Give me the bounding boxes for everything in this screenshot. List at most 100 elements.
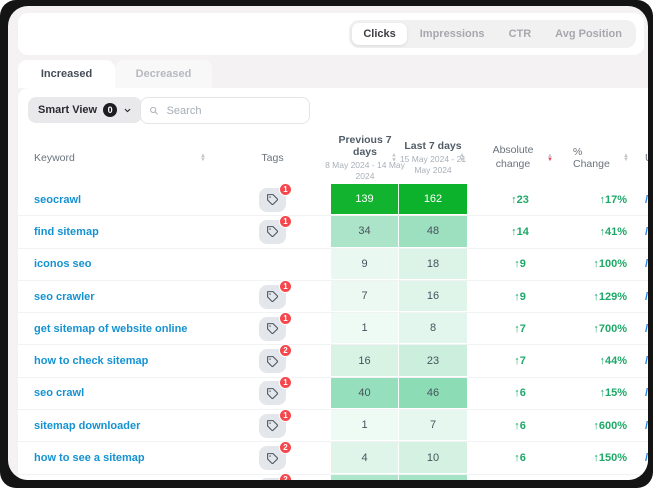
absolute-change-cell: ↑23 [467,184,573,215]
metric-tab-avg-position[interactable]: Avg Position [544,23,633,45]
smart-view-dropdown[interactable]: Smart View 0 [28,97,142,123]
tab-decreased[interactable]: Decreased [115,60,212,88]
url-cell [637,475,648,480]
tag-button[interactable]: 2 [259,446,286,470]
keyword-cell: seocrawl [18,184,214,215]
metric-tab-impressions[interactable]: Impressions [409,23,496,45]
url-link[interactable]: /en [645,355,648,367]
tag-button[interactable]: 2 [259,349,286,373]
keyword-link[interactable]: how to check sitemap [34,355,148,367]
sort-icon-last[interactable]: ▲▼ [459,154,465,163]
column-header-keyword[interactable]: Keyword ▲▼ [18,132,214,184]
tab-bar: IncreasedDecreased [18,60,212,88]
url-link[interactable]: /en [645,387,648,399]
dark-frame: ClicksImpressionsCTRAvg Position Increas… [0,0,653,488]
content-card: Smart View 0 Keyword ▲▼ Tags P [18,88,648,480]
tag-icon [266,387,279,400]
tag-button[interactable]: 1 [259,381,286,405]
keyword-link[interactable]: seo crawler [34,291,95,303]
keyword-link[interactable]: seocrawl [34,194,81,206]
url-link[interactable]: /en [645,323,648,335]
percent-change-cell: ↑44% [573,345,637,376]
tags-cell: 2 [214,442,331,473]
keyword-link[interactable]: find sitemap [34,226,99,238]
column-header-absolute-change[interactable]: Absolute change ▲▼ [467,132,573,184]
tag-icon [266,419,279,432]
url-cell: /en [637,410,648,441]
tag-icon [266,290,279,303]
tag-icon [266,225,279,238]
column-header-previous[interactable]: Previous 7 days 8 May 2024 - 14 May 2024… [331,132,399,184]
keyword-cell: sitemap downloader [18,410,214,441]
percent-change-cell: ↑41% [573,216,637,247]
tag-count-badge: 1 [279,312,292,325]
column-header-percent-change[interactable]: % Change ▲▼ [573,132,637,184]
percent-change-cell: ↑600% [573,410,637,441]
table-row: seo crawl14046↑6↑15%/en [18,378,648,410]
tag-button[interactable]: 2 [259,478,286,480]
tag-button[interactable]: 1 [259,414,286,438]
tags-cell: 2 [214,345,331,376]
search-icon [149,105,159,116]
tag-count-badge: 2 [279,344,292,357]
last-period-cell: 7 [399,410,467,441]
keyword-link[interactable]: seo crawl [34,387,84,399]
keyword-link[interactable]: get sitemap of website online [34,323,187,335]
absolute-change-cell: ↑14 [467,216,573,247]
url-header-label: URL [645,152,648,164]
column-header-last[interactable]: Last 7 days 15 May 2024 - 21 May 2024 ▲▼ [399,132,467,184]
table-row: seocrawl1139162↑23↑17%/ [18,184,648,216]
previous-period-cell: 9 [331,249,399,280]
percent-change-cell [573,475,637,480]
keyword-link[interactable]: sitemap downloader [34,420,140,432]
tag-icon [266,193,279,206]
metric-tab-clicks[interactable]: Clicks [352,23,406,45]
url-cell: / [637,281,648,312]
percent-change-cell: ↑100% [573,249,637,280]
url-link[interactable]: /en [645,226,648,238]
tags-header-label: Tags [261,152,283,164]
tag-button[interactable]: 1 [259,285,286,309]
absolute-change-header-label: Absolute change [487,144,539,171]
last-header-label: Last 7 days [404,140,461,152]
url-link[interactable]: / [645,194,648,206]
sort-icon-keyword[interactable]: ▲▼ [200,154,206,163]
tags-cell: 1 [214,378,331,409]
tag-icon [266,452,279,465]
url-link[interactable]: / [645,291,648,303]
table-header: Keyword ▲▼ Tags Previous 7 days 8 May 20… [18,132,648,184]
url-link[interactable]: /en [645,452,648,464]
sort-icon-percent-change[interactable]: ▲▼ [623,154,629,163]
last-period-cell: 8 [399,313,467,344]
metric-switcher: ClicksImpressionsCTRAvg Position [349,20,636,48]
tag-button[interactable]: 1 [259,317,286,341]
keyword-cell: how to see a sitemap [18,442,214,473]
tag-button[interactable]: 1 [259,188,286,212]
tab-increased[interactable]: Increased [18,60,115,88]
tags-cell: 2 [214,475,331,480]
chevron-down-icon [123,106,132,115]
last-period-cell: 46 [399,378,467,409]
column-header-url: URL [637,132,648,184]
url-cell: /en [637,216,648,247]
last-period-cell: 16 [399,281,467,312]
percent-change-cell: ↑700% [573,313,637,344]
percent-change-cell: ↑129% [573,281,637,312]
keyword-link[interactable]: iconos seo [34,258,91,270]
previous-header-label: Previous 7 days [331,134,399,158]
url-link[interactable]: /em [645,258,648,270]
absolute-change-cell: ↑9 [467,249,573,280]
metric-tab-ctr[interactable]: CTR [498,23,543,45]
sort-icon-absolute-change-active[interactable]: ▲▼ [547,154,553,163]
table-row: iconos seo918↑9↑100%/em [18,249,648,281]
previous-period-cell: 139 [331,184,399,215]
keyword-link[interactable]: how to see a sitemap [34,452,145,464]
search-input[interactable] [165,104,301,118]
last-period-cell: 10 [399,442,467,473]
previous-period-cell: 34 [331,216,399,247]
tag-button[interactable]: 1 [259,220,286,244]
percent-change-cell: ↑150% [573,442,637,473]
previous-period-cell: 1 [331,313,399,344]
table-row: find sitemap13448↑14↑41%/en [18,216,648,248]
url-link[interactable]: /en [645,420,648,432]
